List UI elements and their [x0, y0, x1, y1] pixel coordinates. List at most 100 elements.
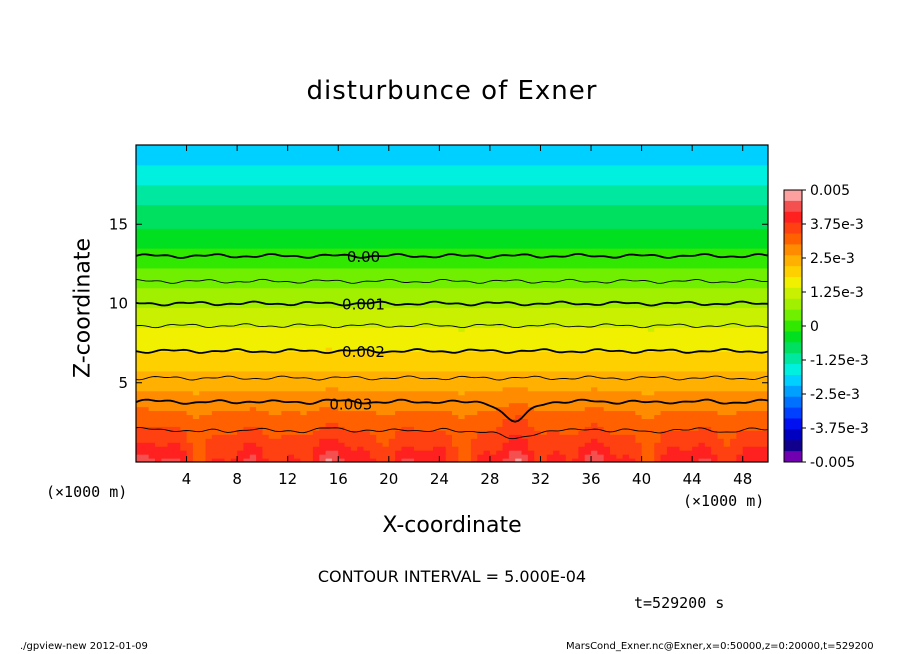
heatmap-cell [148, 267, 156, 273]
heatmap-cell [433, 343, 440, 348]
heatmap-cell [136, 458, 143, 462]
heatmap-cell [173, 406, 181, 412]
heatmap-cell [654, 303, 662, 309]
heatmap-cell [319, 394, 327, 400]
heatmap-cell [439, 351, 447, 356]
heatmap-cell [578, 323, 586, 328]
heatmap-cell [654, 450, 662, 455]
heatmap-cell [180, 422, 188, 427]
heatmap-cell [167, 390, 175, 396]
heatmap-cell [173, 458, 181, 462]
heatmap-cell [654, 331, 662, 336]
heatmap-cell [565, 366, 573, 372]
heatmap-cell [142, 438, 150, 443]
heatmap-cell [357, 307, 365, 313]
heatmap-cell [420, 398, 428, 404]
heatmap-cell [527, 442, 535, 447]
heatmap-cell [376, 430, 384, 435]
heatmap-cell [287, 267, 295, 273]
heatmap-cell [312, 366, 320, 372]
heatmap-cell [717, 422, 725, 427]
heatmap-cell [736, 366, 744, 372]
heatmap-cell [610, 358, 617, 364]
heatmap-cell [742, 414, 750, 420]
heatmap-cell [496, 386, 504, 392]
heatmap-cell [154, 382, 162, 388]
heatmap-cell [205, 283, 213, 289]
heatmap-cell [540, 263, 548, 269]
heatmap-cell [433, 442, 440, 447]
heatmap-cell [256, 287, 263, 293]
heatmap-cell [256, 267, 263, 273]
heatmap-cell [704, 410, 712, 416]
heatmap-cell [742, 311, 750, 316]
heatmap-cell [685, 434, 693, 439]
heatmap-cell [679, 402, 687, 408]
heatmap-cell [306, 307, 314, 313]
heatmap-cell [325, 434, 333, 439]
heatmap-cell [173, 355, 181, 360]
heatmap-cell [148, 343, 156, 348]
heatmap-cell [540, 438, 548, 443]
heatmap-cell [483, 370, 491, 376]
heatmap-cell [647, 267, 655, 273]
heatmap-cell [654, 422, 662, 427]
heatmap-cell [338, 339, 346, 344]
heatmap-cell [319, 303, 327, 309]
heatmap-cell [489, 355, 497, 360]
heatmap-cell [312, 311, 320, 316]
heatmap-cell [742, 374, 750, 380]
heatmap-cell [363, 426, 371, 431]
heatmap-cell [711, 410, 719, 416]
heatmap-cell [154, 366, 162, 372]
heatmap-cell [173, 303, 181, 309]
heatmap-cell [679, 410, 687, 416]
heatmap-cell [496, 339, 504, 344]
heatmap-cell [205, 319, 213, 324]
heatmap-cell [205, 299, 213, 305]
heatmap-cell [205, 398, 213, 404]
heatmap-cell [452, 450, 459, 455]
heatmap-cell [679, 414, 687, 420]
heatmap-cell [382, 406, 390, 412]
heatmap-cell [591, 442, 598, 447]
heatmap-cell [711, 355, 719, 360]
heatmap-cell [136, 406, 143, 412]
heatmap-cell [401, 295, 409, 301]
heatmap-cell [647, 414, 655, 420]
heatmap-cell [331, 271, 339, 277]
heatmap-cell [357, 458, 365, 462]
heatmap-cell [673, 378, 681, 384]
heatmap-cell [211, 299, 219, 305]
heatmap-cell [679, 275, 687, 281]
heatmap-cell [312, 418, 320, 423]
heatmap-cell [540, 414, 548, 420]
heatmap-cell [704, 414, 712, 420]
heatmap-cell [262, 454, 270, 459]
heatmap-cell [262, 275, 270, 281]
heatmap-cell [205, 382, 213, 388]
heatmap-cell [325, 331, 333, 336]
heatmap-cell [262, 355, 270, 360]
heatmap-cell [610, 402, 617, 408]
heatmap-cell [401, 291, 409, 297]
heatmap-cell [414, 446, 421, 451]
heatmap-cell [553, 275, 561, 281]
heatmap-cell [426, 410, 434, 416]
heatmap-cell [237, 327, 245, 332]
heatmap-cell [338, 446, 346, 451]
heatmap-cell [300, 410, 308, 416]
heatmap-cell [591, 358, 598, 364]
heatmap-cell [262, 279, 270, 285]
heatmap-cell [376, 438, 384, 443]
heatmap-cell [136, 434, 143, 439]
heatmap-cell [761, 351, 768, 356]
heatmap-cell [559, 279, 567, 285]
heatmap-cell [300, 331, 308, 336]
heatmap-cell [275, 386, 282, 392]
heatmap-cell [711, 331, 719, 336]
heatmap-cell [553, 422, 561, 427]
heatmap-cell [603, 394, 611, 400]
heatmap-cell [445, 283, 453, 289]
heatmap-cell [578, 370, 586, 376]
